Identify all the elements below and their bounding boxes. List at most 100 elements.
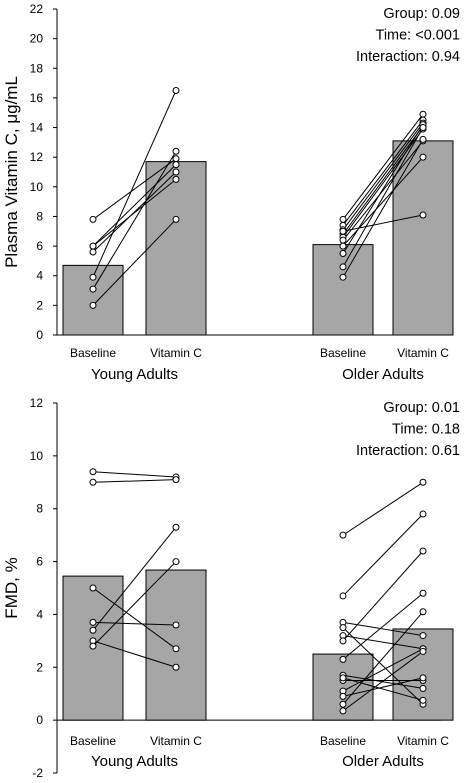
y-tick-label: 8 bbox=[36, 502, 43, 516]
data-point bbox=[419, 608, 427, 616]
paired-line bbox=[342, 140, 424, 241]
data-point bbox=[419, 547, 427, 555]
paired-line bbox=[92, 164, 177, 247]
bar bbox=[312, 244, 374, 336]
data-point bbox=[172, 645, 180, 653]
paired-line bbox=[92, 150, 177, 290]
data-point bbox=[339, 236, 347, 244]
stat-annotation: Group: 0.09 bbox=[383, 6, 460, 22]
data-point bbox=[419, 124, 427, 132]
data-point bbox=[419, 647, 427, 655]
data-point bbox=[339, 592, 347, 600]
data-point bbox=[172, 523, 180, 531]
data-point bbox=[419, 589, 427, 597]
paired-line bbox=[342, 627, 424, 705]
paired-line bbox=[342, 621, 424, 637]
data-point bbox=[172, 215, 180, 223]
data-point bbox=[339, 273, 347, 281]
paired-line bbox=[92, 621, 177, 626]
category-label: Vitamin C bbox=[150, 734, 202, 748]
stat-annotation: Time: 0.18 bbox=[392, 422, 460, 438]
y-tick-label: 10 bbox=[30, 449, 44, 463]
paired-line bbox=[342, 139, 424, 278]
stat-annotation: Group: 0.01 bbox=[383, 400, 460, 416]
paired-line bbox=[342, 611, 424, 705]
data-point bbox=[339, 624, 347, 632]
data-point bbox=[172, 87, 180, 94]
data-point bbox=[89, 273, 97, 281]
y-tick-label: 0 bbox=[36, 713, 43, 727]
y-tick-label: 6 bbox=[36, 555, 43, 569]
paired-line bbox=[342, 214, 424, 232]
data-point bbox=[339, 263, 347, 271]
paired-line bbox=[92, 479, 177, 483]
paired-line bbox=[342, 648, 424, 692]
data-point bbox=[339, 700, 347, 708]
y-tick-label: 2 bbox=[36, 298, 43, 312]
paired-line bbox=[92, 219, 177, 306]
paired-line bbox=[92, 471, 177, 478]
data-point bbox=[89, 468, 97, 476]
data-point bbox=[89, 215, 97, 223]
data-point bbox=[89, 642, 97, 650]
y-tick-label: 22 bbox=[30, 2, 44, 16]
data-point bbox=[89, 478, 97, 486]
data-point bbox=[339, 250, 347, 257]
data-point bbox=[89, 626, 97, 634]
y-tick-label: 14 bbox=[30, 121, 44, 135]
y-tick-label: 10 bbox=[30, 180, 44, 194]
paired-line bbox=[342, 113, 424, 220]
bar bbox=[392, 140, 454, 336]
data-point bbox=[419, 110, 427, 118]
data-point bbox=[339, 692, 347, 700]
data-point bbox=[419, 632, 427, 640]
data-point bbox=[172, 155, 180, 163]
group-label: Older Adults bbox=[342, 753, 424, 770]
category-label: Baseline bbox=[70, 346, 116, 360]
data-point bbox=[339, 531, 347, 539]
data-point bbox=[419, 478, 427, 486]
y-tick-label: 4 bbox=[36, 269, 43, 283]
data-point bbox=[89, 242, 97, 250]
y-tick-label: 12 bbox=[30, 396, 44, 410]
y-tick-label: 18 bbox=[30, 61, 44, 75]
data-point bbox=[339, 227, 347, 235]
paired-line bbox=[342, 592, 424, 660]
data-point bbox=[339, 637, 347, 645]
stat-annotation: Interaction: 0.94 bbox=[356, 49, 460, 65]
group-label: Young Adults bbox=[91, 366, 178, 383]
paired-line bbox=[92, 526, 177, 631]
category-label: Baseline bbox=[70, 734, 116, 748]
y-tick-label: 4 bbox=[36, 607, 43, 621]
data-point bbox=[172, 161, 180, 169]
paired-line bbox=[342, 124, 424, 254]
paired-line bbox=[92, 587, 177, 650]
paired-line bbox=[342, 119, 424, 226]
paired-line bbox=[92, 561, 177, 647]
paired-line bbox=[342, 677, 424, 701]
chart-panel-2: -2 0 2 4 6 8 10 12 FMD, % Baseline Vitamin C Young … bbox=[2, 396, 460, 780]
data-point bbox=[89, 301, 97, 309]
data-point bbox=[419, 510, 427, 518]
data-point bbox=[419, 135, 427, 143]
data-point bbox=[172, 168, 180, 176]
paired-line bbox=[342, 127, 424, 268]
stat-annotation: Time: <0.001 bbox=[376, 28, 461, 44]
y-tick-label: 16 bbox=[30, 91, 44, 105]
stat-annotation: Interaction: 0.61 bbox=[356, 443, 460, 459]
category-label: Vitamin C bbox=[150, 346, 202, 360]
paired-line bbox=[342, 550, 424, 642]
y-axis-label: Plasma Vitamin C, μg/mL bbox=[2, 76, 21, 268]
paired-line bbox=[92, 179, 177, 247]
bar bbox=[145, 161, 207, 336]
paired-line bbox=[342, 128, 424, 238]
data-point bbox=[89, 248, 97, 256]
data-point bbox=[172, 663, 180, 671]
category-label: Baseline bbox=[320, 346, 366, 360]
y-tick-label: 0 bbox=[36, 328, 43, 342]
paired-line bbox=[92, 158, 177, 220]
data-point bbox=[419, 674, 427, 682]
chart-panel-1: 0 2 4 6 8 10 12 14 16 18 20 22 Plasma Vitamin C, μg/… bbox=[2, 2, 460, 383]
y-axis-label: FMD, % bbox=[2, 557, 21, 618]
